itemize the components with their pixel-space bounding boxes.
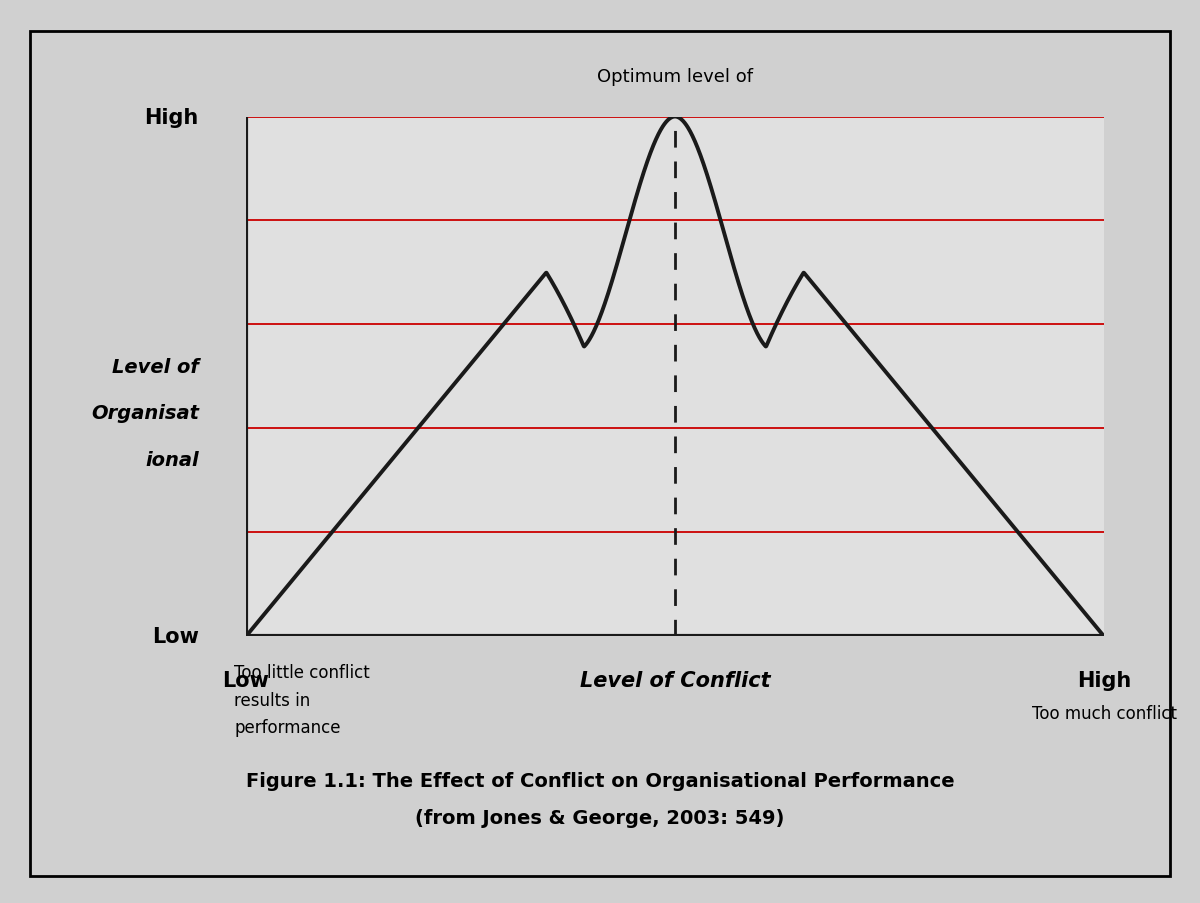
Text: Too little conflict: Too little conflict: [234, 664, 370, 682]
Text: (from Jones & George, 2003: 549): (from Jones & George, 2003: 549): [415, 807, 785, 827]
Text: Figure 1.1: The Effect of Conflict on Organisational Performance: Figure 1.1: The Effect of Conflict on Or…: [246, 771, 954, 791]
Text: ional: ional: [145, 451, 199, 470]
Text: High: High: [144, 107, 199, 127]
Text: Low: Low: [222, 670, 270, 690]
Text: results in: results in: [234, 691, 311, 709]
Text: Low: Low: [152, 627, 199, 647]
Text: Level of Conflict: Level of Conflict: [580, 670, 770, 690]
Text: Level of: Level of: [112, 357, 199, 377]
Text: High: High: [1076, 670, 1132, 690]
Text: Organisat: Organisat: [91, 404, 199, 423]
Text: Too much conflict: Too much conflict: [1032, 704, 1176, 722]
Text: performance: performance: [234, 718, 341, 736]
Text: Optimum level of: Optimum level of: [598, 69, 754, 87]
